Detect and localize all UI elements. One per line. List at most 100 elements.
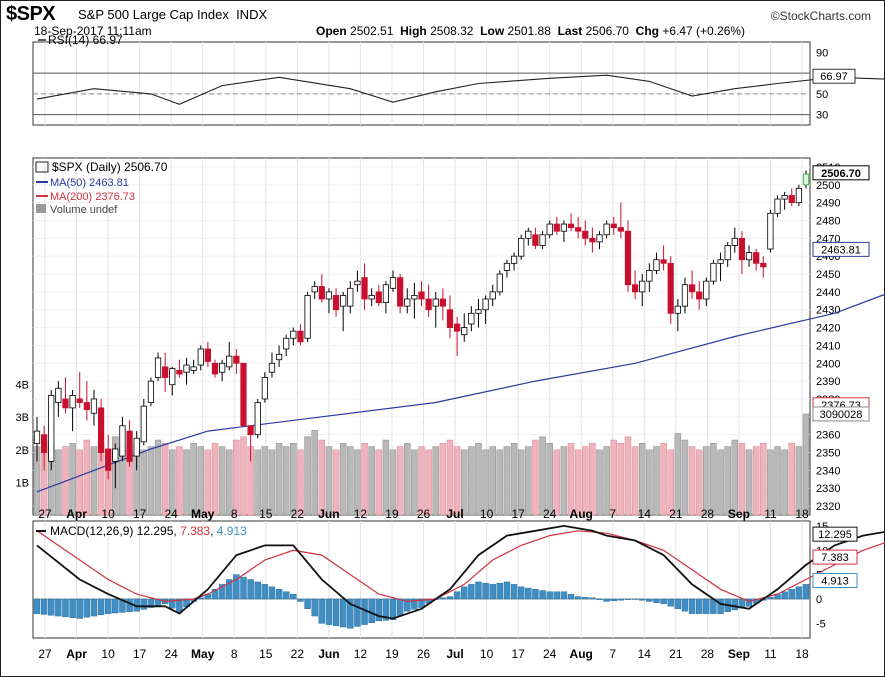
- macd-hist-bar: [290, 593, 297, 600]
- x-axis-label: 10: [101, 507, 115, 521]
- chg-label: Chg: [635, 24, 659, 38]
- candle-body: [48, 395, 55, 462]
- candle-body: [610, 223, 617, 229]
- volume-value-tag: 3090028: [820, 409, 863, 421]
- ohlc-readout: Open 2502.51 High 2508.32 Low 2501.88 La…: [316, 24, 745, 38]
- candle-body: [518, 237, 525, 257]
- volume-tick: 4B: [16, 380, 29, 392]
- macd-hist-bar: [83, 598, 91, 618]
- macd-hist-bar: [40, 598, 48, 615]
- volume-bar: [446, 439, 454, 516]
- x-axis-label: 14: [638, 507, 652, 521]
- source-label[interactable]: ©StockCharts.com: [770, 9, 871, 23]
- macd-hist-bar: [646, 598, 653, 602]
- signal-value-tag: 7.383: [821, 552, 849, 564]
- macd-hist-bar: [525, 587, 532, 600]
- x-axis-label: May: [191, 507, 215, 521]
- candle-body: [468, 312, 475, 325]
- candle-body: [503, 262, 511, 271]
- candle-body: [603, 223, 610, 236]
- candle-body: [83, 402, 90, 411]
- volume-bar: [596, 449, 603, 516]
- x-axis-label: 21: [669, 507, 683, 521]
- volume-bar: [233, 439, 240, 516]
- macd-hist-bar: [176, 598, 183, 613]
- candle-body: [525, 230, 532, 239]
- candle-body: [147, 380, 155, 403]
- ma50-value-tag-box: [812, 241, 870, 257]
- macd-hist-bar: [653, 598, 660, 603]
- macd-hist-bar: [169, 598, 176, 609]
- x-axis-label: Apr: [66, 507, 87, 521]
- last-label: Last: [557, 24, 583, 38]
- macd-hist-bar: [696, 598, 703, 614]
- volume-bar: [589, 443, 596, 516]
- macd-hist-bar: [233, 574, 240, 600]
- volume-bar: [710, 443, 717, 516]
- rsi-value-tag: 66.97: [820, 71, 848, 83]
- x-axis-label: 19: [385, 507, 399, 521]
- volume-bar: [140, 449, 148, 516]
- candle-body: [76, 398, 83, 403]
- exchange-label: INDX: [236, 7, 268, 22]
- candle-body: [411, 295, 418, 300]
- candle-body: [418, 291, 425, 300]
- volume-bar: [752, 446, 760, 516]
- last-value: 2506.70: [585, 24, 629, 38]
- macd-legend-signal: 7.383: [180, 524, 210, 538]
- volume-bar: [76, 449, 83, 516]
- candle-body: [368, 295, 375, 300]
- candle-body: [283, 337, 290, 350]
- macd-legend: MACD(12,26,9) 12.295, 7.383, 4.913: [50, 524, 247, 538]
- x-axis-label-bottom: 28: [701, 647, 715, 661]
- volume-tick: 1B: [16, 477, 29, 489]
- macd-hist-bar: [140, 598, 147, 610]
- candle-body: [311, 286, 318, 293]
- price-tick: 2500: [816, 180, 840, 192]
- candle-body: [632, 284, 639, 293]
- hist-value-tag: 4.913: [821, 575, 849, 587]
- macd-hist-bar: [617, 598, 625, 601]
- volume-bar: [510, 443, 518, 516]
- candle-body: [183, 364, 190, 373]
- macd-hist-bar: [147, 598, 155, 608]
- volume-bar: [439, 443, 447, 516]
- macd-line: [36, 524, 885, 620]
- volume-tick: 3B: [16, 412, 29, 424]
- low-label: Low: [480, 24, 505, 38]
- volume-bar: [347, 446, 354, 516]
- volume-bar: [688, 446, 696, 516]
- x-axis-label: 17: [133, 507, 147, 521]
- macd-hist-bar: [218, 584, 226, 600]
- volume-bar: [695, 449, 703, 516]
- volume-bar: [382, 439, 390, 516]
- volume-bar: [368, 446, 375, 516]
- candle-body: [297, 330, 304, 343]
- macd-hist-bar: [517, 586, 525, 600]
- volume-bar: [218, 446, 226, 516]
- x-axis-label: 17: [511, 507, 525, 521]
- candle-body: [41, 434, 48, 453]
- macd-hist-bar: [311, 598, 318, 617]
- macd-hist-bar: [660, 598, 667, 605]
- volume-bar: [460, 449, 468, 516]
- volume-tick: 2B: [16, 445, 29, 457]
- macd-hist-bar: [688, 598, 696, 614]
- candle-body: [90, 398, 98, 414]
- price-tick: 2480: [816, 215, 840, 227]
- macd-hist-bar: [567, 593, 575, 600]
- candle-body: [745, 252, 753, 261]
- macd-hist-bar: [446, 596, 454, 600]
- candle-body: [233, 355, 240, 364]
- macd-hist-bar: [354, 598, 361, 627]
- volume-bar: [667, 449, 674, 516]
- rsi-value-tag-box: [812, 68, 856, 84]
- price-tick: 2490: [816, 198, 840, 210]
- macd-hist-bar: [745, 598, 753, 607]
- candle-body: [162, 366, 169, 378]
- volume-bar: [404, 443, 411, 516]
- price-tick: 2450: [816, 269, 840, 281]
- volume-bar: [161, 443, 169, 516]
- volume-bar: [147, 446, 155, 516]
- candle-body: [304, 295, 311, 339]
